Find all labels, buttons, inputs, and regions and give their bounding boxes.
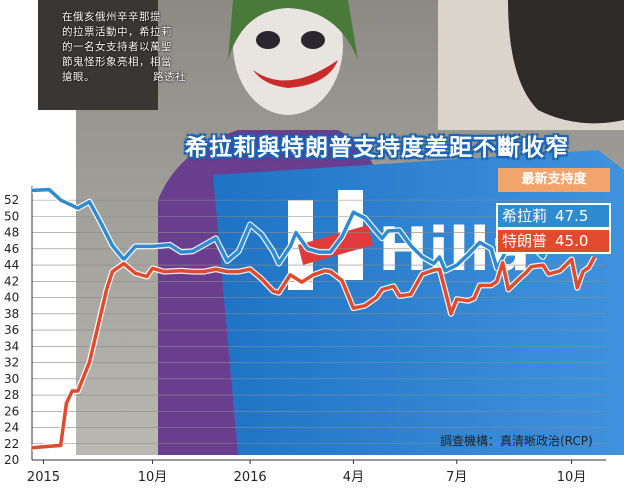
x-tick-label: 10月 [557, 470, 587, 485]
y-tick-label: 44 [4, 258, 19, 272]
y-tick-label: 48 [4, 226, 19, 240]
y-tick-label: 52 [4, 193, 19, 207]
y-tick-label: 22 [4, 437, 19, 451]
y-tick-label: 36 [4, 323, 19, 337]
y-tick-label: 26 [4, 404, 19, 418]
x-tick-label: 4月 [343, 470, 364, 485]
caption-line: 的拉票活動中，希拉莉 [62, 26, 172, 38]
legend-trump-value: 45.0 [555, 232, 589, 250]
caption-line: 的一名女支持者以萬聖 [62, 41, 172, 53]
x-tick-label: 7月 [446, 470, 467, 485]
y-tick-label: 28 [4, 388, 19, 402]
legend-trump-label: 特朗普 [502, 232, 548, 250]
y-tick-label: 46 [4, 242, 19, 256]
caption-line: 節鬼怪形象亮相，相當 [62, 56, 172, 68]
photo-caption: 在俄亥俄州辛辛那提 的拉票活動中，希拉莉 的一名女支持者以萬聖 節鬼怪形象亮相，… [62, 10, 186, 85]
y-tick-label: 40 [4, 291, 19, 305]
y-tick-label: 24 [4, 421, 19, 435]
caption-line: 搶眼。 [62, 71, 95, 83]
source-note: 調查機構：真清晰政治(RCP) [440, 434, 593, 448]
y-tick-label: 30 [4, 372, 19, 386]
y-tick-label: 34 [4, 339, 19, 353]
y-tick-label: 50 [4, 209, 19, 223]
legend-clinton: 希拉莉 47.5 [496, 203, 611, 229]
x-tick-label: 10月 [138, 470, 168, 485]
x-tick-label: 2015 [27, 470, 60, 485]
photo-credit: 路透社 [153, 71, 186, 83]
y-tick-label: 42 [4, 274, 19, 288]
chart-title: 希拉莉與特朗普支持度差距不斷收窄 [185, 135, 569, 161]
y-tick-label: 32 [4, 356, 19, 370]
legend-trump: 特朗普 45.0 [496, 228, 611, 254]
caption-line: 在俄亥俄州辛辛那提 [62, 11, 161, 23]
legend-clinton-label: 希拉莉 [502, 207, 548, 225]
x-tick-label: 2016 [234, 470, 267, 485]
y-tick-label: 38 [4, 307, 19, 321]
y-tick-label: 20 [4, 453, 19, 467]
series-line-trump [31, 256, 597, 450]
legend-clinton-value: 47.5 [555, 207, 589, 225]
legend-title: 最新支持度 [498, 168, 610, 192]
caption-line-last: 搶眼。 路透社 [62, 70, 186, 85]
